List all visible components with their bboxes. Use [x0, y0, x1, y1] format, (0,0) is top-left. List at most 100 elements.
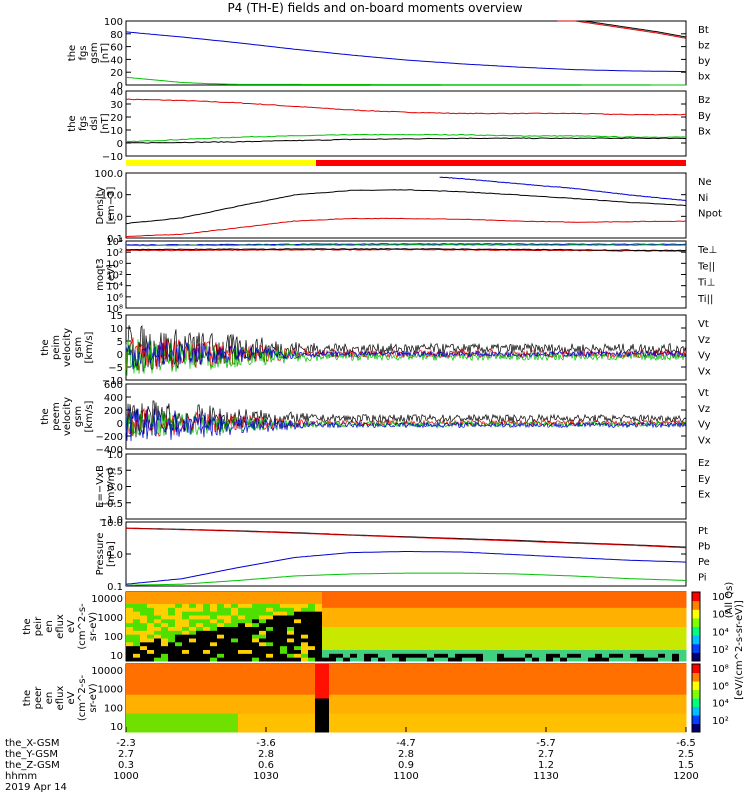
efield-ylabel: [mV/m] — [106, 468, 117, 506]
peer-cell — [154, 690, 162, 695]
peer-cell — [504, 671, 512, 676]
peir-cell — [161, 615, 169, 620]
peir-cell — [441, 653, 449, 658]
peer-cell — [182, 724, 190, 729]
peer-cell — [581, 720, 589, 725]
peer-cell — [266, 698, 274, 703]
peir-cell — [462, 638, 470, 643]
peir-cell — [609, 615, 617, 620]
peir-cell — [602, 607, 610, 612]
peer-cell — [616, 713, 624, 718]
peer-cell — [616, 671, 624, 676]
peir-cell — [259, 634, 267, 639]
peir-cell — [189, 626, 197, 631]
peir-cell — [651, 607, 659, 612]
peir-cell — [665, 622, 673, 627]
peer-cell — [182, 701, 190, 707]
peir-cell — [252, 645, 260, 650]
peer-cell — [203, 701, 211, 707]
peer-cell — [385, 664, 393, 669]
peir-cell — [329, 618, 337, 624]
peer-cell — [651, 713, 659, 718]
peer-cell — [644, 701, 652, 707]
peer-cell — [462, 667, 470, 673]
peer-cell — [231, 728, 239, 733]
peer-cell — [175, 705, 183, 710]
peir-cell — [217, 657, 225, 662]
peir-cell — [511, 603, 519, 608]
peir-cell — [196, 592, 204, 597]
peir-cell — [630, 649, 638, 654]
peer-cell — [665, 664, 673, 669]
peer-cell — [203, 698, 211, 703]
peir-cell — [273, 653, 281, 658]
peer-cell — [679, 690, 687, 695]
peir-cell — [308, 615, 316, 620]
peer-cell — [602, 675, 610, 680]
peir-cell — [294, 626, 302, 631]
peer-cell — [196, 694, 204, 699]
peer-cell — [280, 682, 288, 688]
peir-cell — [224, 611, 232, 616]
fgs_dsl-ytick-label: 10 — [110, 126, 123, 137]
peir-cell — [301, 607, 309, 612]
peer-cell — [217, 667, 225, 673]
peer-cell — [273, 667, 281, 673]
peer-cell — [161, 713, 169, 718]
peir-cell — [259, 618, 267, 624]
peer-cell — [217, 679, 225, 684]
peir-cell — [399, 603, 407, 608]
peer-cell — [133, 675, 141, 680]
peer-cell — [623, 664, 631, 669]
peim-legend-3: Vx — [698, 366, 711, 377]
peir-cell — [287, 603, 295, 608]
peir-cell — [308, 634, 316, 639]
peir-cell — [658, 592, 666, 597]
peer-cell — [287, 679, 295, 684]
peer-cell — [301, 675, 309, 680]
peer-cell — [518, 713, 526, 718]
peer-cell — [238, 682, 246, 688]
peir-cell — [329, 641, 337, 647]
peer-cell — [616, 690, 624, 695]
peir-cell — [532, 630, 540, 635]
peir-cell — [245, 618, 253, 624]
peer-cell — [161, 664, 169, 669]
peir-cell — [658, 653, 666, 658]
peer-cell — [378, 705, 386, 710]
peir-cell — [294, 607, 302, 612]
fgs_dsl-ytick-label: 30 — [110, 100, 123, 111]
peir-cell — [364, 599, 372, 604]
peir-cell — [385, 607, 393, 612]
peer-cell — [588, 671, 596, 676]
peer-cell — [553, 709, 561, 714]
peer-cell — [609, 664, 617, 669]
peer-cell — [679, 698, 687, 703]
peer-cell — [532, 728, 540, 733]
peer-cell — [602, 671, 610, 676]
peer-cell — [280, 713, 288, 718]
peir-cell — [147, 641, 155, 647]
peer-cell — [378, 728, 386, 733]
peer-cell — [238, 728, 246, 733]
peer-cell — [644, 686, 652, 691]
peer-cell — [602, 690, 610, 695]
peer-cell — [189, 686, 197, 691]
peir-cell — [259, 641, 267, 647]
peir-cell — [679, 592, 687, 597]
peer-cell — [245, 682, 253, 688]
peir-cell — [203, 599, 211, 604]
peir-cell — [560, 657, 568, 662]
peir-cell — [546, 592, 554, 597]
peer-cell — [560, 679, 568, 684]
peir-cell — [525, 645, 533, 650]
peer-cell — [161, 667, 169, 673]
peir-cell — [392, 641, 400, 647]
peer-cell — [175, 690, 183, 695]
peer-cell — [315, 698, 323, 703]
peer-cell — [308, 667, 316, 673]
peer-cell — [539, 694, 547, 699]
peir-cell — [469, 626, 477, 631]
peir-cell — [322, 653, 330, 658]
peir-cell — [504, 603, 512, 608]
